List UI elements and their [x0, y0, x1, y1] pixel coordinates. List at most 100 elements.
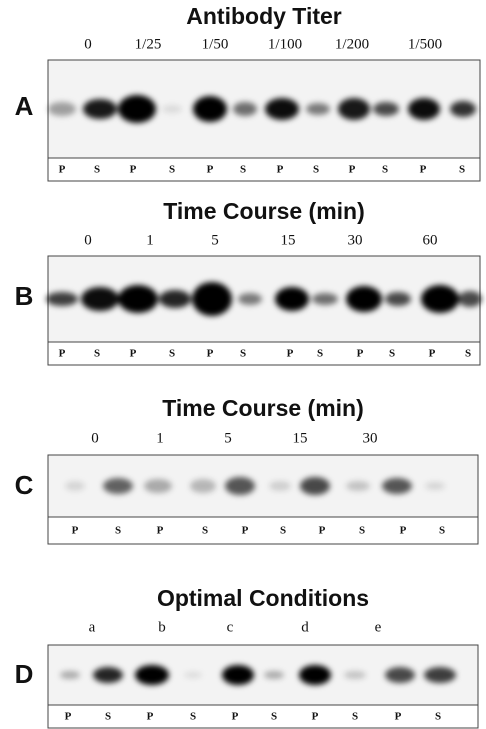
lane-label: P — [65, 711, 72, 723]
lane-label: S — [280, 525, 286, 537]
band — [312, 293, 338, 305]
lane-label: P — [242, 525, 249, 537]
panel-letter: C — [15, 470, 34, 500]
band — [184, 672, 202, 678]
band — [385, 292, 411, 306]
panel-letter: A — [15, 91, 34, 121]
band — [299, 665, 331, 685]
column-label: 1 — [156, 430, 164, 446]
band — [306, 103, 330, 115]
lane-label: S — [105, 711, 111, 723]
band — [118, 285, 158, 313]
column-label: a — [89, 619, 96, 635]
band — [346, 481, 370, 491]
column-label: 5 — [211, 232, 219, 248]
lane-label: S — [435, 711, 441, 723]
lane-label: S — [169, 164, 175, 176]
band — [269, 481, 291, 491]
lane-row — [48, 158, 480, 181]
column-label: 1/100 — [268, 36, 302, 52]
column-label: 30 — [363, 430, 378, 446]
lane-label: S — [94, 164, 100, 176]
figure: Antibody Titer01/251/501/1001/2001/500AP… — [0, 0, 486, 729]
lane-label: P — [72, 525, 79, 537]
lane-label: P — [312, 711, 319, 723]
lane-label: S — [169, 348, 175, 360]
lane-label: P — [157, 525, 164, 537]
band — [159, 290, 191, 308]
column-label: c — [227, 619, 234, 635]
panel-title: Antibody Titer — [186, 3, 342, 29]
lane-label: P — [59, 164, 66, 176]
column-label: 5 — [224, 430, 232, 446]
panel-letter: B — [15, 281, 34, 311]
lane-label: S — [459, 164, 465, 176]
column-label: b — [158, 619, 166, 635]
band — [81, 287, 119, 311]
band — [144, 479, 172, 493]
lane-label: S — [202, 525, 208, 537]
lane-label: S — [352, 711, 358, 723]
lane-label: S — [190, 711, 196, 723]
band — [193, 96, 227, 122]
band — [225, 477, 255, 495]
band — [300, 477, 330, 495]
column-label: 1/50 — [202, 36, 229, 52]
lane-label: S — [359, 525, 365, 537]
column-label: 15 — [293, 430, 308, 446]
band — [338, 98, 370, 120]
lane-label: S — [115, 525, 121, 537]
band — [382, 478, 412, 494]
lane-label: S — [439, 525, 445, 537]
lane-label: P — [130, 164, 137, 176]
band — [346, 286, 382, 312]
lane-row — [48, 705, 478, 728]
band — [65, 481, 85, 491]
band — [103, 478, 133, 494]
lane-label: P — [277, 164, 284, 176]
lane-label: S — [313, 164, 319, 176]
column-label: e — [375, 619, 382, 635]
lane-label: P — [232, 711, 239, 723]
lane-label: S — [240, 164, 246, 176]
band — [48, 102, 76, 116]
band — [264, 671, 284, 679]
column-label: 0 — [84, 232, 92, 248]
lane-label: S — [382, 164, 388, 176]
band — [265, 98, 299, 120]
lane-label: P — [400, 525, 407, 537]
lane-label: P — [349, 164, 356, 176]
band — [46, 292, 78, 306]
lane-label: P — [429, 348, 436, 360]
column-label: 0 — [91, 430, 99, 446]
column-label: d — [301, 619, 309, 635]
column-label: 15 — [281, 232, 296, 248]
lane-label: S — [240, 348, 246, 360]
band — [408, 98, 440, 120]
lane-label: P — [420, 164, 427, 176]
band — [135, 665, 169, 685]
band — [192, 282, 232, 316]
column-label: 30 — [348, 232, 363, 248]
panel-title: Optimal Conditions — [157, 585, 369, 611]
lane-label: P — [357, 348, 364, 360]
band — [93, 667, 123, 683]
lane-label: P — [207, 348, 214, 360]
panel-title: Time Course (min) — [163, 198, 365, 224]
band — [83, 99, 117, 119]
panel-title: Time Course (min) — [162, 395, 364, 421]
column-label: 0 — [84, 36, 92, 52]
lane-label: P — [319, 525, 326, 537]
band — [190, 479, 216, 493]
lane-label: P — [59, 348, 66, 360]
lane-label: P — [287, 348, 294, 360]
band — [118, 95, 156, 123]
band — [238, 293, 262, 305]
column-label: 1/200 — [335, 36, 369, 52]
column-label: 1 — [146, 232, 154, 248]
lane-label: S — [271, 711, 277, 723]
band — [233, 102, 257, 116]
band — [275, 287, 309, 311]
band — [421, 285, 459, 313]
lane-label: S — [465, 348, 471, 360]
